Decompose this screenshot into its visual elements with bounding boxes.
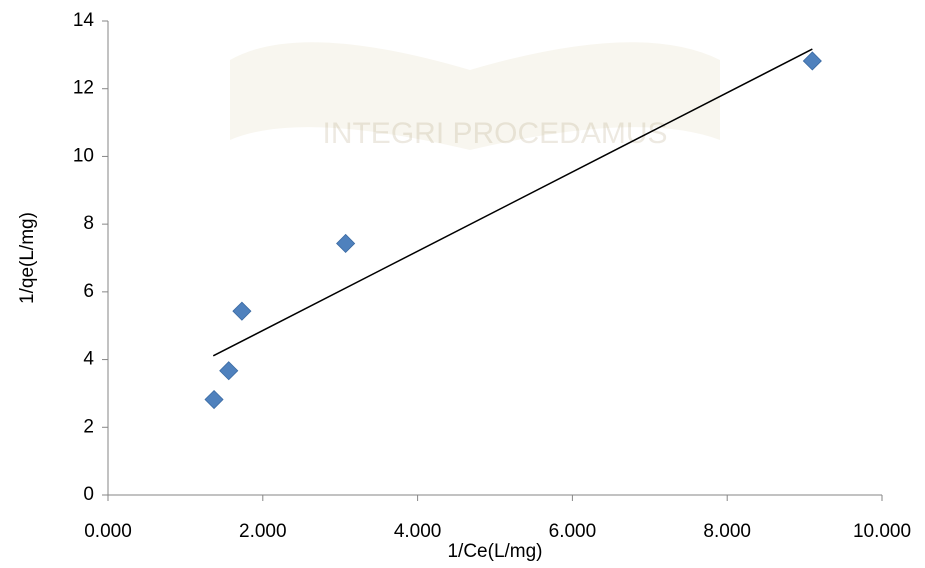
y-tick-label: 4	[83, 349, 94, 370]
data-point	[802, 51, 822, 71]
x-tick-label: 4.000	[394, 521, 442, 542]
y-tick-label: 8	[83, 213, 94, 234]
watermark-text: INTEGRI PROCEDAMUS	[322, 117, 667, 150]
data-point	[204, 389, 224, 410]
data-point	[232, 301, 252, 321]
x-tick-label: 6.000	[549, 521, 597, 542]
x-tick-label: 8.000	[703, 521, 751, 542]
data-point	[219, 361, 239, 381]
y-tick-label: 14	[73, 10, 95, 31]
watermark-logo	[230, 42, 720, 150]
y-tick-label: 12	[73, 78, 94, 99]
data-point	[336, 233, 356, 254]
y-tick-label: 10	[73, 145, 94, 166]
x-axis-title: 1/Ce(L/mg)	[447, 541, 542, 562]
y-tick-label: 2	[83, 416, 94, 437]
y-tick-label: 6	[83, 281, 94, 302]
x-tick-label: 0.000	[84, 521, 132, 542]
y-axis-title: 1/qe(L/mg)	[17, 212, 38, 304]
x-tick-label: 10.000	[853, 521, 911, 542]
x-tick-label: 2.000	[239, 521, 287, 542]
trendline	[212, 48, 813, 357]
y-tick-label: 0	[83, 484, 94, 505]
